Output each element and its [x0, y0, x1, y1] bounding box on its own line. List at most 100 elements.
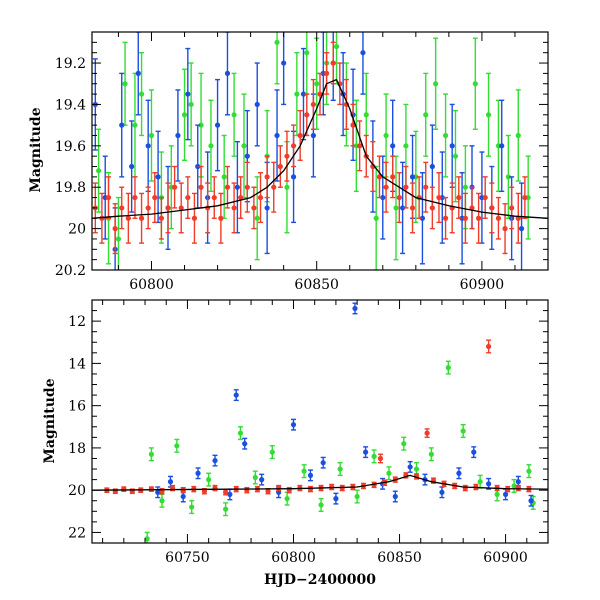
data-point — [300, 47, 307, 141]
point-marker — [393, 205, 399, 211]
point-marker — [330, 60, 336, 66]
point-marker — [145, 143, 151, 149]
point-marker — [314, 81, 320, 87]
point-marker — [223, 506, 229, 512]
x-tick-label: 60800 — [129, 277, 174, 293]
data-point — [428, 447, 434, 462]
data-point — [499, 99, 505, 193]
plot-frame — [91, 299, 549, 544]
data-point — [373, 165, 379, 270]
data-point — [148, 89, 155, 182]
data-point — [456, 176, 462, 219]
y-tick-label: 20.2 — [55, 263, 86, 279]
data-point — [423, 72, 429, 157]
y-tick-label: 19.2 — [55, 56, 86, 72]
point-marker — [172, 184, 178, 190]
data-point — [442, 196, 449, 240]
point-marker — [284, 153, 290, 159]
data-point — [181, 68, 188, 162]
point-marker — [320, 460, 326, 466]
x-tick-label: 60750 — [165, 550, 210, 566]
point-marker — [502, 491, 509, 497]
data-point — [129, 120, 135, 213]
point-marker — [449, 143, 455, 149]
data-point — [241, 93, 247, 199]
data-point — [231, 72, 237, 157]
point-marker — [407, 464, 413, 470]
point-marker — [144, 536, 150, 542]
data-point — [390, 155, 396, 199]
data-point — [337, 462, 343, 477]
point-marker — [363, 449, 369, 455]
data-point — [284, 491, 290, 506]
data-point — [314, 37, 320, 130]
point-marker — [376, 174, 383, 180]
data-point — [518, 182, 525, 270]
data-point — [145, 99, 151, 193]
point-marker — [138, 91, 145, 97]
point-marker — [206, 477, 212, 483]
point-marker — [244, 153, 250, 159]
data-point — [386, 466, 392, 481]
data-point — [198, 72, 204, 178]
data-point — [257, 172, 264, 224]
point-marker — [259, 477, 265, 483]
data-point — [198, 165, 204, 209]
point-marker — [185, 194, 191, 201]
point-marker — [413, 466, 420, 472]
top-panel-zoomed-light-curve: 60800 60850 60900 19.2 19.4 19.6 19.8 20 20.2 Mag… — [28, 31, 549, 293]
point-marker — [234, 184, 240, 190]
data-point — [195, 467, 201, 480]
data-point — [180, 486, 186, 494]
data-point — [238, 176, 244, 219]
data-point — [522, 176, 528, 219]
point-marker — [429, 205, 435, 211]
point-marker — [115, 236, 122, 242]
data-point — [122, 41, 128, 126]
point-marker — [469, 205, 475, 211]
point-marker — [244, 487, 250, 493]
data-point — [242, 437, 248, 450]
point-marker — [363, 112, 369, 118]
point-marker — [129, 163, 135, 170]
point-marker — [214, 122, 221, 128]
data-point — [259, 473, 265, 486]
point-marker — [195, 470, 201, 476]
point-marker — [509, 205, 515, 211]
point-marker — [471, 449, 477, 455]
data-point — [449, 182, 455, 234]
data-point — [318, 497, 324, 513]
data-point — [462, 484, 468, 492]
data-point — [486, 339, 492, 354]
point-marker — [333, 496, 339, 502]
point-marker — [159, 498, 165, 504]
point-marker — [383, 184, 389, 190]
point-marker — [354, 493, 360, 500]
data-point — [486, 477, 492, 490]
point-marker — [428, 451, 434, 457]
point-marker — [494, 491, 500, 497]
data-point — [429, 186, 435, 230]
data-point — [307, 469, 314, 482]
data-point — [449, 103, 455, 188]
plot-frame — [91, 31, 549, 271]
data-point — [383, 161, 389, 213]
point-marker — [257, 194, 264, 201]
y-tick-label: 19.8 — [55, 180, 86, 196]
data-point — [407, 460, 413, 473]
point-marker — [505, 174, 511, 180]
point-marker — [180, 493, 186, 500]
data-point — [476, 192, 482, 244]
point-marker — [442, 215, 449, 221]
point-marker — [452, 153, 459, 159]
data-point — [223, 502, 229, 517]
data-point — [271, 161, 277, 213]
point-marker — [307, 486, 314, 492]
point-marker — [515, 485, 521, 491]
point-marker — [528, 498, 534, 504]
data-point — [330, 41, 336, 85]
data-point — [138, 192, 145, 244]
y-tick-label: 20 — [68, 483, 86, 499]
point-marker — [482, 194, 488, 201]
data-point — [320, 456, 326, 469]
